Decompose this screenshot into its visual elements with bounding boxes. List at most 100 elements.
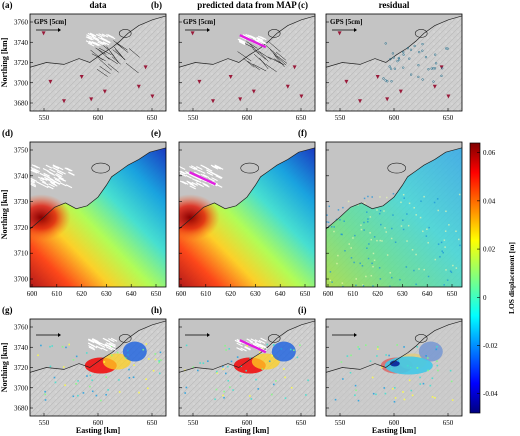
x-tick-label: 650: [443, 114, 454, 122]
island-outline: [387, 162, 407, 174]
island-outline: [267, 334, 281, 343]
y-tick-label: 3760: [14, 19, 29, 27]
gps-vector: [97, 41, 104, 46]
gps-vector: [189, 185, 196, 190]
y-tick-label: 3740: [14, 344, 29, 352]
gps-vector: [97, 36, 105, 41]
coastline: [179, 147, 315, 230]
gps-station: [102, 89, 107, 94]
gps-vector: [244, 346, 251, 351]
y-tick-label: 3700: [14, 79, 29, 87]
x-tick-label: 600: [176, 290, 187, 298]
sea-region: [30, 319, 166, 373]
gps-vector: [234, 339, 242, 344]
gps-vector: [45, 177, 52, 182]
gps-vector: [257, 39, 264, 44]
coastline: [30, 15, 166, 68]
coastline: [30, 147, 166, 230]
gps-vector: [85, 36, 93, 41]
gps-station: [89, 97, 94, 102]
x-tick-label: 630: [397, 290, 408, 298]
gps-vector: [47, 176, 54, 181]
coastline: [179, 320, 315, 373]
gps-vector: [252, 343, 260, 348]
los-field: [179, 147, 315, 287]
gps-vector: [98, 33, 105, 38]
gps-vector: [103, 39, 111, 44]
gps-vector: [256, 344, 264, 349]
gps-vector: [30, 181, 37, 186]
gps-vector: [185, 174, 192, 179]
panel-letter: (f): [298, 128, 307, 138]
gps-vector: [215, 183, 223, 188]
x-tick-label: 650: [147, 114, 158, 122]
panel-title: data: [89, 0, 107, 10]
gps-vector: [206, 169, 213, 174]
panel-frame: [325, 141, 463, 288]
gps-vector: [30, 167, 37, 172]
gps-vector: [87, 36, 94, 41]
gps-vector: [201, 182, 209, 187]
gps-station: [228, 75, 233, 80]
gps-vector: [47, 185, 54, 190]
panel-letter: (i): [298, 305, 307, 315]
x-tick-label: 600: [389, 114, 400, 122]
gps-vector: [198, 169, 206, 174]
island-outline: [414, 334, 428, 343]
y-tick-label: 3740: [14, 39, 29, 47]
sea-region: [326, 142, 462, 229]
gps-vector: [37, 176, 45, 181]
gps-vector: [96, 33, 103, 38]
island-outline: [240, 162, 260, 174]
gps-station: [344, 79, 349, 84]
gps-vector: [87, 32, 95, 37]
gps-vector: [194, 171, 201, 176]
x-tick-label: 640: [126, 290, 137, 298]
gps-vector: [48, 183, 55, 188]
panel-frame: [178, 141, 316, 288]
y-tick-label: 3720: [14, 59, 29, 67]
y-tick-label: 3730: [14, 198, 29, 206]
gps-station: [446, 94, 451, 99]
x-tick-label: 600: [323, 290, 334, 298]
x-tick-label: 640: [275, 290, 286, 298]
x-tick-label: 600: [389, 419, 400, 427]
coastline: [179, 15, 315, 68]
x-tick-label: 640: [422, 290, 433, 298]
gps-vector: [65, 184, 73, 189]
y-axis-label: Northing [km]: [0, 342, 9, 392]
gps-vector: [238, 41, 246, 46]
y-tick-label: 3750: [14, 147, 29, 155]
gps-vector: [180, 170, 187, 175]
gps-vector: [215, 175, 222, 180]
gps-vector: [88, 338, 95, 343]
gps-vector: [260, 36, 267, 41]
gps-vector: [259, 343, 267, 348]
panel-letter: (b): [151, 0, 162, 10]
x-tick-label: 600: [93, 114, 104, 122]
sea-region: [30, 142, 166, 229]
gps-vector: [258, 339, 266, 344]
gps-vector: [193, 167, 201, 172]
gps-vector: [189, 166, 196, 171]
coastline: [326, 15, 462, 68]
panel-a: GPS [5cm] 3760 3740 3720 3700 3680 550 600 650 (a…: [2, 0, 167, 122]
x-tick-label: 550: [335, 114, 346, 122]
panel-d: 3750 3740 3730 3720 3710 3700 600 610 620 630 640 6…: [2, 128, 167, 298]
gps-vector: [181, 180, 189, 185]
gps-vector: [52, 165, 60, 170]
colorbar-tick-label: 0: [483, 294, 487, 302]
gps-vector: [88, 346, 96, 351]
gps-vector: [64, 167, 71, 172]
gps-vector: [187, 181, 195, 186]
gps-station: [432, 84, 437, 89]
gps-vector: [41, 176, 48, 181]
gps-vector: [32, 169, 40, 174]
gps-vector: [88, 342, 95, 347]
gps-vector: [94, 41, 101, 46]
gps-vector: [30, 177, 36, 182]
panel-c: GPS [5cm] 550 600 650 (c) residual: [298, 0, 463, 122]
colorbar: 0.06 0.04 0.02 0 -0.02 -0.04 LOS displacement …: [469, 142, 516, 414]
gps-vector: [202, 174, 210, 179]
uplift-lobe: [179, 194, 220, 241]
